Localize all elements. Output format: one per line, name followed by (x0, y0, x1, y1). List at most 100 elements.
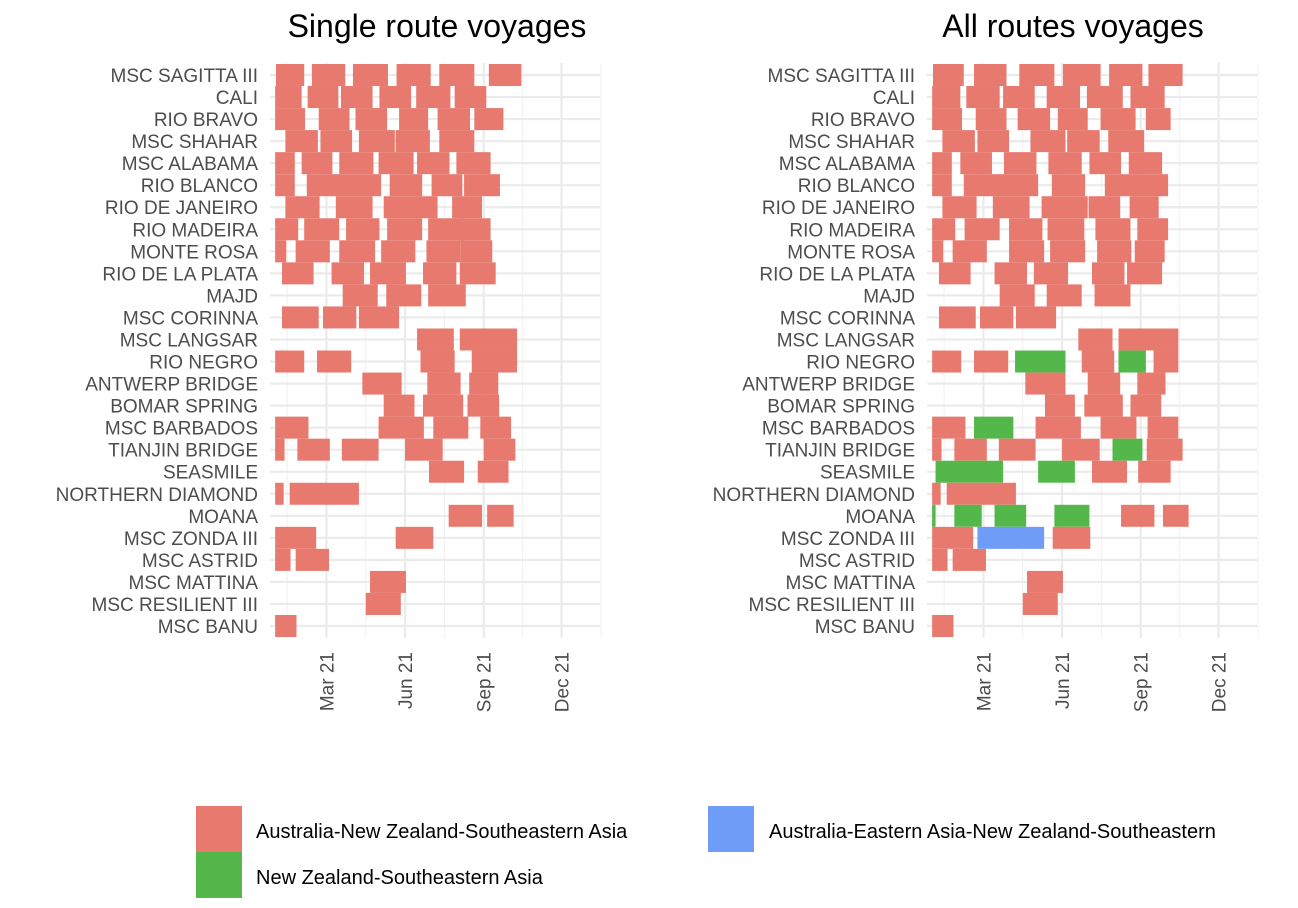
voyage-bar-rio-madeira (346, 218, 380, 241)
y-tick-label-msc-zonda-iii: MSC ZONDA III (781, 529, 915, 550)
voyage-bar-majd (342, 284, 378, 307)
voyage-bar-msc-zonda-iii (932, 526, 974, 549)
voyage-bar-msc-alabama (301, 152, 333, 175)
voyage-bar-msc-zonda-iii (977, 526, 1045, 549)
voyage-bar-msc-sagitta-iii (974, 64, 1007, 86)
voyage-bar-majd (386, 284, 422, 307)
voyage-bar-rio-blanco (389, 174, 423, 197)
voyage-bar-moana (994, 504, 1027, 527)
voyage-bar-msc-zonda-iii (275, 526, 317, 549)
y-tick-label-msc-barbados: MSC BARBADOS (105, 419, 258, 440)
y-tick-label-rio-madeira: RIO MADEIRA (789, 220, 915, 241)
voyage-bar-rio-negro (420, 350, 455, 373)
voyage-bar-rio-bravo (1100, 108, 1136, 131)
voyage-bar-rio-bravo (474, 108, 504, 131)
voyage-bar-monte-rosa (426, 240, 461, 263)
y-tick-label-seasmile: SEASMILE (820, 463, 915, 484)
voyage-bar-msc-sagitta-iii (1019, 64, 1055, 86)
voyage-bar-msc-alabama (456, 152, 491, 175)
voyage-bar-rio-madeira (275, 218, 299, 241)
voyage-bar-antwerp-bridge (362, 372, 402, 395)
voyage-bar-msc-langsar (1118, 328, 1179, 351)
voyage-bar-northern-diamond (946, 482, 1016, 505)
voyage-bar-msc-barbados (1147, 416, 1179, 439)
voyage-bar-majd (999, 284, 1035, 307)
y-tick-label-tianjin-bridge: TIANJIN BRIDGE (765, 441, 915, 462)
voyage-bar-msc-sagitta-iii (352, 64, 388, 86)
y-tick-label-msc-corinna: MSC CORINNA (123, 308, 258, 329)
voyage-bar-msc-barbados (1035, 416, 1081, 439)
x-tick-label-mar-21: Mar 21 (317, 652, 338, 711)
voyage-bar-rio-madeira (428, 218, 465, 241)
voyage-bar-rio-madeira (1095, 218, 1131, 241)
voyage-bar-rio-madeira (1047, 218, 1085, 241)
voyage-bar-rio-madeira (304, 218, 340, 241)
voyage-bar-rio-bravo (932, 108, 963, 131)
voyage-bar-rio-de-janeiro (992, 196, 1030, 219)
y-tick-label-antwerp-bridge: ANTWERP BRIDGE (85, 375, 258, 396)
voyage-bar-rio-bravo (355, 108, 388, 131)
voyage-bar-msc-shahar (358, 130, 395, 153)
voyage-bar-msc-alabama (417, 152, 450, 175)
voyage-bar-rio-de-la-plata (1033, 262, 1069, 285)
voyage-bar-msc-resilient-iii (365, 592, 401, 615)
voyage-bar-rio-bravo (1145, 108, 1171, 131)
voyage-bar-majd (428, 284, 466, 307)
voyage-bar-moana (954, 504, 982, 527)
voyage-bar-rio-blanco (1051, 174, 1086, 197)
voyage-bar-msc-barbados (480, 416, 512, 439)
voyage-bar-monte-rosa (1097, 240, 1132, 263)
y-tick-label-msc-resilient-iii: MSC RESILIENT III (749, 595, 915, 616)
voyage-bar-rio-de-janeiro (383, 196, 438, 219)
y-tick-label-msc-langsar: MSC LANGSAR (777, 330, 915, 351)
voyage-bar-rio-negro (317, 350, 352, 373)
legend-key-australia-new-zealand-southeastern-asia (196, 806, 242, 852)
voyage-bar-monte-rosa (460, 240, 493, 263)
voyage-bar-msc-shahar (439, 130, 475, 153)
voyage-bar-msc-shahar (285, 130, 318, 153)
y-tick-label-antwerp-bridge: ANTWERP BRIDGE (742, 375, 915, 396)
voyage-bar-bomar-spring (1084, 394, 1123, 417)
voyage-bar-msc-sagitta-iii (439, 64, 475, 86)
voyage-bar-msc-alabama (1003, 152, 1037, 175)
legend: Australia-New Zealand-Southeastern Asia A… (196, 806, 1216, 898)
voyage-bar-rio-blanco (1133, 174, 1169, 197)
voyage-bar-rio-blanco (431, 174, 463, 197)
voyage-bar-antwerp-bridge (427, 372, 461, 395)
voyage-bar-rio-de-janeiro (335, 196, 373, 219)
voyage-bar-moana (448, 504, 483, 527)
voyage-bars (932, 64, 1189, 637)
y-tick-label-rio-madeira: RIO MADEIRA (132, 220, 258, 241)
voyage-bar-msc-resilient-iii (1022, 592, 1058, 615)
voyage-bar-msc-corinna (938, 306, 976, 329)
y-tick-label-msc-alabama: MSC ALABAMA (122, 154, 259, 175)
voyage-bar-msc-sagitta-iii (311, 64, 346, 86)
voyage-bar-msc-sagitta-iii (396, 64, 431, 86)
voyage-bar-msc-langsar (1078, 328, 1113, 351)
voyage-bar-rio-negro (1081, 350, 1115, 373)
voyage-bar-msc-zonda-iii (395, 526, 434, 549)
voyage-bar-bomar-spring (423, 394, 464, 417)
voyage-bar-msc-shahar (977, 130, 1010, 153)
voyage-bar-rio-negro (974, 350, 1009, 373)
y-tick-label-msc-mattina: MSC MATTINA (786, 573, 916, 594)
voyage-bar-msc-sagitta-iii (275, 64, 305, 86)
voyage-bar-rio-bravo (399, 108, 429, 131)
voyage-bar-rio-madeira (1009, 218, 1043, 241)
voyage-bar-msc-alabama (1089, 152, 1122, 175)
voyage-bar-cali (966, 86, 1000, 109)
voyage-bar-cali (275, 86, 302, 109)
voyage-bar-msc-astrid (952, 548, 986, 571)
voyage-bar-msc-alabama (960, 152, 992, 175)
voyage-bar-msc-alabama (1048, 152, 1082, 175)
y-tick-label-rio-negro: RIO NEGRO (149, 353, 258, 374)
y-tick-label-msc-shahar: MSC SHAHAR (131, 132, 258, 153)
voyage-bar-rio-bravo (1017, 108, 1051, 131)
voyage-bar-msc-mattina (1027, 570, 1063, 593)
voyage-bar-rio-madeira (964, 218, 1000, 241)
legend-key-australia-eastern-asia-new-zealand-southeastern (708, 806, 754, 852)
y-tick-label-moana: MOANA (188, 507, 258, 528)
y-tick-label-msc-sagitta-iii: MSC SAGITTA III (111, 66, 258, 87)
voyage-bar-tianjin-bridge (341, 438, 379, 461)
